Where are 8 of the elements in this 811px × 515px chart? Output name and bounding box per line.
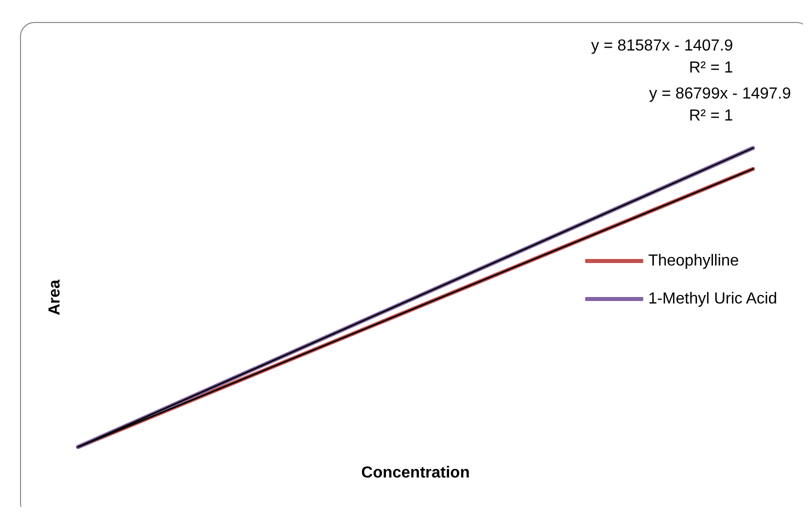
text: y = 86799x - 1497.9 — [649, 86, 792, 102]
text: y = 81587x - 1407.9 — [591, 38, 734, 54]
legend-label: Theophylline — [648, 252, 740, 270]
y-axis-title: Area — [46, 280, 64, 316]
legend-label: 1-Methyl Uric Acid — [648, 290, 778, 308]
text: R² = 1 — [688, 60, 734, 76]
text: R² = 1 — [688, 108, 734, 124]
x-axis-title: Concentration — [361, 464, 470, 482]
